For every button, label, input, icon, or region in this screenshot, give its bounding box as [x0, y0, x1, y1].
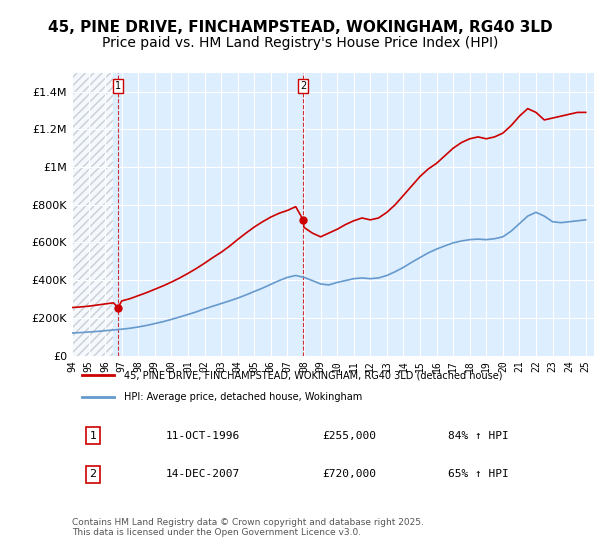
Text: 11-OCT-1996: 11-OCT-1996	[166, 431, 240, 441]
Text: 65% ↑ HPI: 65% ↑ HPI	[448, 469, 509, 479]
Text: 45, PINE DRIVE, FINCHAMPSTEAD, WOKINGHAM, RG40 3LD: 45, PINE DRIVE, FINCHAMPSTEAD, WOKINGHAM…	[47, 20, 553, 35]
Text: 14-DEC-2007: 14-DEC-2007	[166, 469, 240, 479]
Text: 1: 1	[115, 81, 121, 91]
Text: 2: 2	[89, 469, 97, 479]
Text: 45, PINE DRIVE, FINCHAMPSTEAD, WOKINGHAM, RG40 3LD (detached house): 45, PINE DRIVE, FINCHAMPSTEAD, WOKINGHAM…	[124, 370, 503, 380]
Text: 1: 1	[89, 431, 97, 441]
Text: 2: 2	[300, 81, 306, 91]
Text: Price paid vs. HM Land Registry's House Price Index (HPI): Price paid vs. HM Land Registry's House …	[102, 36, 498, 50]
Text: Contains HM Land Registry data © Crown copyright and database right 2025.
This d: Contains HM Land Registry data © Crown c…	[72, 518, 424, 538]
Text: £255,000: £255,000	[323, 431, 377, 441]
Text: £720,000: £720,000	[323, 469, 377, 479]
Text: 84% ↑ HPI: 84% ↑ HPI	[448, 431, 509, 441]
Text: HPI: Average price, detached house, Wokingham: HPI: Average price, detached house, Woki…	[124, 393, 362, 403]
